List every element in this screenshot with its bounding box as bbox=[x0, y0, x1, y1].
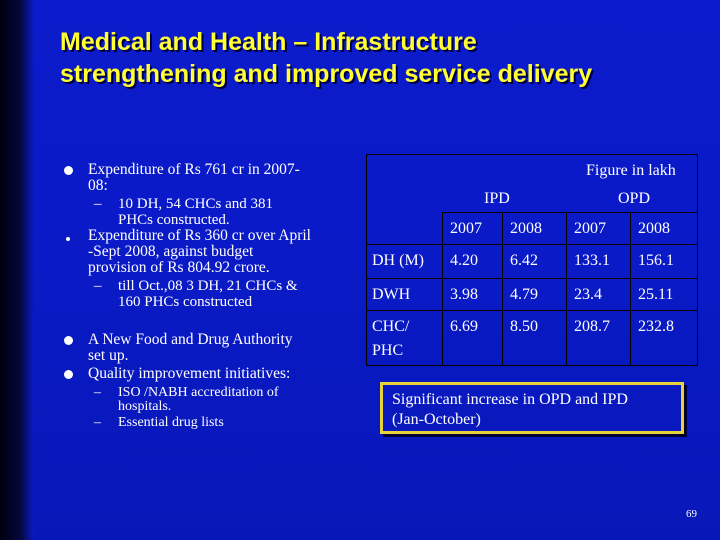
table-row-line bbox=[442, 212, 698, 213]
table-col-line bbox=[502, 212, 503, 366]
bullet-item-expenditure-2008: Expenditure of Rs 360 cr over April -Sep… bbox=[62, 228, 362, 276]
round-bullet-icon bbox=[62, 333, 74, 349]
bullet-text: Expenditure of Rs 761 cr in 2007- bbox=[88, 161, 300, 178]
bullet-text: 08: bbox=[88, 177, 108, 194]
dash-icon: – bbox=[94, 196, 102, 212]
sub-bullet-text: 160 PHCs constructed bbox=[118, 294, 253, 310]
table-group-opd: OPD bbox=[618, 190, 651, 207]
sub-bullet-constructed: – 10 DH, 54 CHCs and 381 PHCs constructe… bbox=[62, 196, 362, 228]
table-cell: 133.1 bbox=[574, 252, 610, 269]
table-col-line bbox=[442, 212, 443, 366]
round-bullet-icon bbox=[62, 163, 74, 179]
table-cell: 208.7 bbox=[574, 318, 610, 335]
dash-icon: – bbox=[94, 385, 101, 400]
table-cell: 4.20 bbox=[450, 252, 478, 269]
small-dot-bullet-icon bbox=[62, 229, 74, 245]
sub-bullet-till-oct: – till Oct.,08 3 DH, 21 CHCs & 160 PHCs … bbox=[62, 278, 362, 310]
table-row-label: CHC/ bbox=[372, 318, 410, 335]
callout-box: Significant increase in OPD and IPD (Jan… bbox=[380, 382, 684, 434]
bullet-item-expenditure-2007: Expenditure of Rs 761 cr in 2007- 08: bbox=[62, 162, 362, 194]
callout-line-2: (Jan-October) bbox=[392, 411, 481, 428]
slide-title: Medical and Health – Infrastructure stre… bbox=[60, 26, 700, 90]
dash-icon: – bbox=[94, 278, 102, 294]
table-note: Figure in lakh bbox=[586, 162, 676, 179]
table-cell: 6.42 bbox=[510, 252, 538, 269]
dash-icon: – bbox=[94, 415, 101, 430]
page-number: 69 bbox=[686, 508, 697, 520]
table-row-label-line2: PHC bbox=[372, 342, 404, 359]
table-border-top bbox=[366, 154, 698, 155]
table-cell: 25.11 bbox=[638, 286, 674, 303]
table-border-right bbox=[697, 154, 698, 366]
bullet-item-food-drug-authority: A New Food and Drug Authority set up. bbox=[62, 332, 362, 364]
table-col-line bbox=[566, 212, 567, 366]
bullet-item-quality: Quality improvement initiatives: bbox=[62, 366, 362, 382]
bullet-list: Expenditure of Rs 761 cr in 2007- 08: – … bbox=[62, 162, 362, 430]
table-row-label: DH (M) bbox=[372, 252, 424, 269]
table-row-label: DWH bbox=[372, 286, 411, 303]
table-cell: 156.1 bbox=[638, 252, 674, 269]
table-year-header: 2008 bbox=[510, 220, 542, 237]
table-row-line bbox=[366, 310, 698, 311]
table-cell: 6.69 bbox=[450, 318, 478, 335]
sub-bullet-text: PHCs constructed. bbox=[118, 212, 230, 228]
bullet-text: provision of Rs 804.92 crore. bbox=[88, 259, 270, 276]
table-border-left bbox=[366, 154, 367, 366]
sub-bullet-text: ISO /NABH accreditation of bbox=[118, 385, 279, 400]
table-col-line bbox=[630, 212, 631, 366]
table-cell: 232.8 bbox=[638, 318, 674, 335]
table-year-header: 2007 bbox=[574, 220, 606, 237]
sub-bullet-text: hospitals. bbox=[118, 399, 172, 414]
table-cell: 23.4 bbox=[574, 286, 602, 303]
title-line-2: strengthening and improved service deliv… bbox=[60, 60, 593, 88]
table-border-bottom bbox=[366, 365, 698, 366]
sub-bullet-text: 10 DH, 54 CHCs and 381 bbox=[118, 196, 274, 212]
sub-bullet-text: till Oct.,08 3 DH, 21 CHCs & bbox=[118, 278, 298, 294]
left-gradient-bar bbox=[0, 0, 34, 540]
sub-bullet-text: Essential drug lists bbox=[118, 415, 224, 430]
sub-bullet-iso: – ISO /NABH accreditation of hospitals. bbox=[62, 386, 362, 414]
table-year-header: 2008 bbox=[638, 220, 670, 237]
table-cell: 3.98 bbox=[450, 286, 478, 303]
table-row-line bbox=[366, 278, 698, 279]
table-row-line bbox=[366, 244, 698, 245]
table-year-header: 2007 bbox=[450, 220, 482, 237]
bullet-text: set up. bbox=[88, 347, 129, 364]
callout-line-1: Significant increase in OPD and IPD bbox=[392, 391, 628, 408]
round-bullet-icon bbox=[62, 367, 74, 383]
bullet-text: -Sept 2008, against budget bbox=[88, 243, 254, 260]
table-group-ipd: IPD bbox=[484, 190, 510, 207]
bullet-text: Quality improvement initiatives: bbox=[88, 365, 291, 382]
bullet-text: A New Food and Drug Authority bbox=[88, 331, 293, 348]
table-cell: 4.79 bbox=[510, 286, 538, 303]
title-line-1: Medical and Health – Infrastructure bbox=[60, 28, 477, 56]
data-table: Figure in lakh IPD OPD 2007 2008 2007 20… bbox=[366, 154, 698, 366]
table-cell: 8.50 bbox=[510, 318, 538, 335]
sub-bullet-drug-lists: – Essential drug lists bbox=[62, 416, 362, 430]
bullet-text: Expenditure of Rs 360 cr over April bbox=[88, 227, 311, 244]
